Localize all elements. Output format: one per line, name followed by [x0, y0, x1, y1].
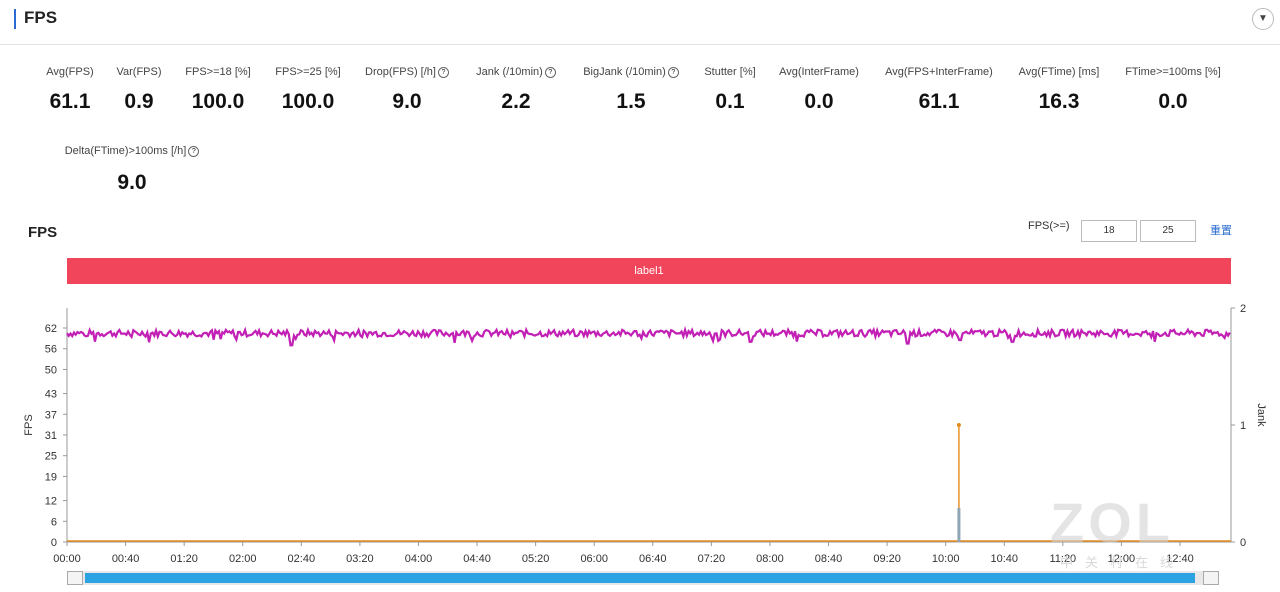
scrollbar-left-handle[interactable]	[67, 571, 83, 585]
metric-value: 0.0	[1158, 90, 1188, 113]
metric-label: Drop(FPS) [/h]	[365, 66, 436, 78]
reset-button[interactable]: 重置	[1210, 225, 1232, 237]
panel-title: FPS	[24, 8, 58, 27]
metric-card: FPS>=18 [%] 100.0	[158, 66, 278, 114]
y2-axis-label: Jank	[1255, 403, 1267, 427]
metric-value: 61.1	[918, 90, 960, 113]
y-tick-label: 12	[45, 496, 57, 508]
chevron-down-icon[interactable]: ▼	[1252, 8, 1274, 30]
metric-card: FTime>=100ms [%] 0.0	[1113, 66, 1233, 114]
fps-series-line	[66, 325, 1231, 347]
x-tick-label: 00:40	[112, 553, 140, 565]
fps-threshold-label: FPS(>=)	[1028, 220, 1070, 232]
x-tick-label: 03:20	[346, 553, 374, 565]
x-tick-label: 08:00	[756, 553, 784, 565]
metric-card: Jank (/10min)? 2.2	[456, 66, 576, 114]
y-tick-label: 43	[45, 389, 57, 401]
y-tick-label: 56	[45, 344, 57, 356]
x-tick-label: 02:00	[229, 553, 257, 565]
metric-card: Avg(FTime) [ms] 16.3	[999, 66, 1119, 114]
y-axis-label: FPS	[23, 414, 35, 435]
x-tick-label: 11:20	[1049, 553, 1076, 565]
x-tick-label: 06:40	[639, 553, 667, 565]
watermark-logo: ZOL	[1050, 491, 1174, 554]
metric-label: FTime>=100ms [%]	[1125, 66, 1221, 78]
metric-card: Avg(FPS) 61.1	[10, 66, 130, 114]
metric-value: 1.5	[616, 90, 646, 113]
metric-label: Avg(FPS+InterFrame)	[885, 66, 993, 78]
x-tick-label: 02:40	[288, 553, 316, 565]
metric-label: FPS>=18 [%]	[185, 66, 251, 78]
jank-bar	[957, 508, 961, 542]
info-icon[interactable]: ?	[188, 145, 200, 157]
metric-value: 61.1	[49, 90, 91, 113]
metric-card: FPS>=25 [%] 100.0	[248, 66, 368, 114]
panel-header: FPS ▼	[0, 0, 1280, 45]
x-tick-label: 01:20	[170, 553, 198, 565]
metric-value: 0.0	[804, 90, 834, 113]
x-tick-label: 06:00	[580, 553, 608, 565]
header-accent-bar	[14, 9, 16, 29]
metric-label: Avg(FPS)	[46, 66, 94, 78]
x-tick-label: 12:00	[1108, 553, 1136, 565]
x-tick-label: 09:20	[873, 553, 901, 565]
metric-card: Stutter [%] 0.1	[670, 66, 790, 114]
metric-value: 2.2	[501, 90, 531, 113]
jank-point	[956, 423, 961, 427]
metric-card: Avg(InterFrame) 0.0	[759, 66, 879, 114]
metric-value: 100.0	[191, 90, 245, 113]
y2-tick-label: 2	[1240, 303, 1246, 315]
fps-threshold-high-input[interactable]	[1140, 220, 1196, 242]
y-tick-label: 50	[45, 364, 57, 376]
y-tick-label: 62	[45, 323, 57, 335]
y-tick-label: 0	[51, 537, 57, 549]
metric-value: 100.0	[281, 90, 335, 113]
scrollbar-thumb[interactable]	[85, 573, 1195, 583]
metric-label: Jank (/10min)	[476, 66, 543, 78]
metric-label: Avg(FTime) [ms]	[1018, 66, 1100, 78]
x-tick-label: 10:00	[932, 553, 960, 565]
y-tick-label: 37	[45, 409, 57, 421]
info-icon[interactable]: ?	[437, 66, 449, 78]
y-tick-label: 31	[45, 430, 57, 442]
metric-value: 9.0	[117, 171, 147, 194]
metric-label: Avg(InterFrame)	[779, 66, 859, 78]
x-tick-label: 00:00	[53, 553, 81, 565]
metric-value: 9.0	[392, 90, 422, 113]
x-tick-label: 10:40	[990, 553, 1018, 565]
x-tick-label: 12:40	[1166, 553, 1194, 565]
metric-value: 0.1	[715, 90, 745, 113]
metric-card: Avg(FPS+InterFrame) 61.1	[879, 66, 999, 114]
metric-label: FPS>=25 [%]	[275, 66, 341, 78]
y2-tick-label: 0	[1240, 537, 1246, 549]
metric-label: Stutter [%]	[704, 66, 756, 78]
chart-section-title: FPS	[28, 224, 58, 241]
label-bar[interactable]: label1	[67, 258, 1231, 284]
metric-value: 0.9	[124, 90, 154, 113]
metric-card: BigJank (/10min)? 1.5	[571, 66, 691, 114]
metric-card: Delta(FTime)>100ms [/h]? 9.0	[57, 145, 207, 195]
x-tick-label: 07:20	[698, 553, 726, 565]
y-tick-label: 6	[51, 516, 57, 528]
metric-label: Var(FPS)	[116, 66, 162, 78]
timeline-scrollbar[interactable]	[67, 571, 1219, 585]
watermark-text: 中关村在线	[1060, 555, 1186, 570]
y-tick-label: 19	[45, 471, 57, 483]
x-tick-label: 04:00	[405, 553, 433, 565]
x-tick-label: 05:20	[522, 553, 550, 565]
metric-value: 16.3	[1038, 90, 1080, 113]
metric-card: Drop(FPS) [/h]? 9.0	[347, 66, 467, 114]
y-tick-label: 25	[45, 451, 57, 463]
x-tick-label: 08:40	[815, 553, 843, 565]
metric-label: Delta(FTime)>100ms [/h]	[64, 145, 187, 157]
info-icon[interactable]: ?	[544, 66, 556, 78]
y2-tick-label: 1	[1240, 420, 1246, 432]
scrollbar-right-handle[interactable]	[1203, 571, 1219, 585]
fps-threshold-low-input[interactable]	[1081, 220, 1137, 242]
info-icon[interactable]: ?	[667, 66, 679, 78]
metric-card: Var(FPS) 0.9	[79, 66, 199, 114]
x-tick-label: 04:40	[463, 553, 491, 565]
metric-label: BigJank (/10min)	[583, 66, 666, 78]
